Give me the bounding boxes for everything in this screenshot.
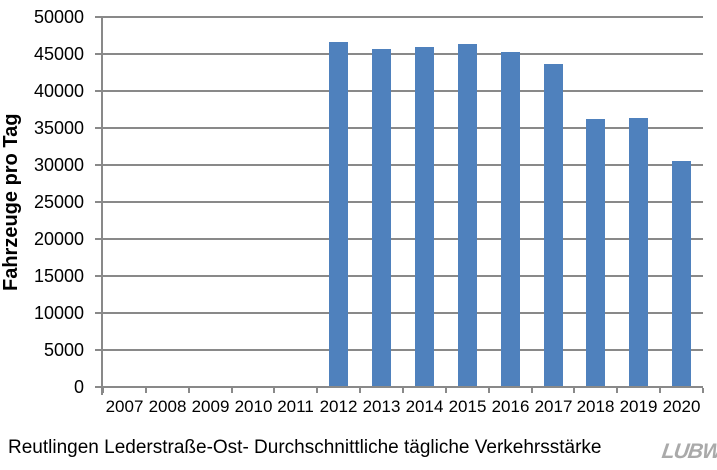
y-tick-label: 30000 <box>33 155 84 175</box>
x-tick-label: 2014 <box>405 397 444 416</box>
y-tick-mark <box>95 164 103 166</box>
x-tick-label: 2011 <box>277 397 314 416</box>
x-tick-mark <box>702 388 704 393</box>
y-tick-mark <box>95 349 103 351</box>
gridline <box>103 164 703 166</box>
gridline <box>103 16 703 18</box>
x-tick-label: 2012 <box>319 397 358 416</box>
bar <box>458 44 477 386</box>
gridline <box>103 201 703 203</box>
bar <box>544 64 563 386</box>
x-tick-mark <box>145 388 147 393</box>
gridline <box>103 275 703 277</box>
bar <box>672 161 691 386</box>
x-tick-label: 2015 <box>448 397 487 416</box>
y-tick-label: 15000 <box>33 266 84 286</box>
x-tick-mark <box>573 388 575 393</box>
x-tick-mark <box>445 388 447 393</box>
y-tick-label: 50000 <box>33 7 84 27</box>
y-tick-mark <box>95 312 103 314</box>
y-tick-mark <box>95 238 103 240</box>
x-tick-label: 2018 <box>576 397 615 416</box>
x-tick-label: 2009 <box>191 397 230 416</box>
gridline <box>103 238 703 240</box>
lubw-logo: LUBW <box>660 440 717 463</box>
bar <box>415 47 434 386</box>
bar <box>501 52 520 386</box>
y-tick-mark <box>95 127 103 129</box>
x-tick-mark <box>531 388 533 393</box>
y-tick-label: 0 <box>73 377 84 397</box>
gridline <box>103 90 703 92</box>
y-tick-label: 45000 <box>33 44 84 64</box>
y-tick-label: 25000 <box>33 192 84 212</box>
x-tick-mark <box>231 388 233 393</box>
x-tick-label: 2007 <box>105 397 144 416</box>
y-tick-mark <box>95 16 103 18</box>
y-tick-mark <box>95 201 103 203</box>
y-tick-mark <box>95 53 103 55</box>
y-tick-label: 5000 <box>43 340 84 360</box>
y-tick-label: 40000 <box>33 81 84 101</box>
x-tick-mark <box>359 388 361 393</box>
y-tick-mark <box>95 386 103 388</box>
x-tick-mark <box>659 388 661 393</box>
gridline <box>103 127 703 129</box>
y-axis-line <box>101 17 103 395</box>
x-tick-mark <box>402 388 404 393</box>
x-tick-label: 2020 <box>662 397 701 416</box>
y-tick-label: 35000 <box>33 118 84 138</box>
y-tick-label: 20000 <box>33 229 84 249</box>
x-tick-label: 2019 <box>619 397 658 416</box>
x-tick-mark <box>102 388 104 393</box>
gridline <box>103 53 703 55</box>
x-tick-mark <box>273 388 275 393</box>
x-axis-line <box>101 386 703 388</box>
x-tick-mark <box>488 388 490 393</box>
y-tick-label: 10000 <box>33 303 84 323</box>
x-tick-label: 2010 <box>234 397 273 416</box>
gridline <box>103 349 703 351</box>
x-tick-mark <box>316 388 318 393</box>
bar <box>329 42 348 386</box>
x-tick-label: 2013 <box>362 397 401 416</box>
bar <box>372 49 391 386</box>
bar <box>586 119 605 386</box>
gridline <box>103 312 703 314</box>
bar <box>629 118 648 386</box>
y-tick-mark <box>95 275 103 277</box>
x-tick-mark <box>616 388 618 393</box>
x-tick-label: 2008 <box>148 397 187 416</box>
x-tick-label: 2016 <box>491 397 530 416</box>
x-tick-label: 2017 <box>534 397 573 416</box>
x-tick-mark <box>188 388 190 393</box>
y-tick-mark <box>95 90 103 92</box>
chart-caption: Reutlingen Lederstraße-Ost- Durchschnitt… <box>8 437 602 458</box>
